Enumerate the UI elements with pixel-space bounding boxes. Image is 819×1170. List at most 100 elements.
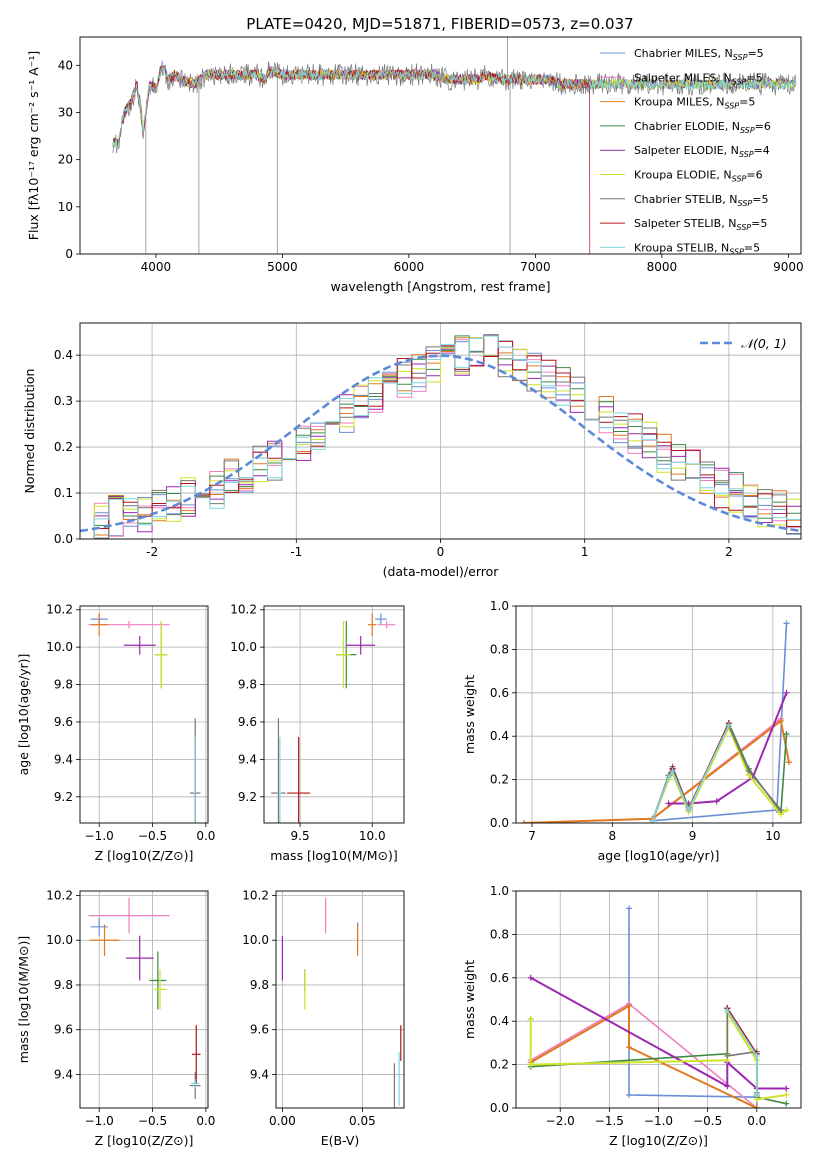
y-tick-label: 9.4 — [250, 1067, 269, 1081]
x-tick-label: 0 — [437, 545, 445, 559]
weight-marker-6 — [783, 806, 790, 813]
residual-histogram-panel: -2 -1 0 1 2 0.0 0.1 0.2 0.3 0.4 (data-model)/error… — [22, 322, 802, 579]
legend-label-1: Chabrier MILES, NSSP=5 — [634, 47, 764, 62]
y-tick-label: 0.1 — [54, 486, 73, 500]
y-tick-label: 9.2 — [238, 790, 257, 804]
x-tick-label: −0.5 — [693, 1114, 722, 1128]
legend-label-8: Salpeter STELIB, NSSP=5 — [634, 217, 767, 232]
y-tick-label: 20 — [58, 153, 73, 167]
y-tick-label: 0.2 — [490, 773, 509, 787]
y-axis-label: age [log10(age/yr)] — [16, 654, 31, 776]
y-tick-label: 9.4 — [54, 752, 73, 766]
weight-marker-5 — [713, 798, 720, 805]
axes-frame — [79, 605, 209, 824]
x-tick-label: 9.5 — [291, 829, 310, 843]
error-bars — [88, 613, 201, 823]
weight-marker-4 — [783, 1100, 790, 1107]
y-tick-label: 0.2 — [54, 440, 73, 454]
normal-distribution-curve — [80, 354, 801, 533]
histogram-series-9 — [80, 335, 801, 539]
y-axis-label: mass weight — [462, 675, 477, 754]
y-tick-label: 9.6 — [250, 1023, 269, 1037]
x-tick-label: −0.5 — [138, 1114, 167, 1128]
x-tick-label: −2.0 — [546, 1114, 575, 1128]
weight-marker-9 — [725, 722, 732, 729]
y-tick-label: 9.2 — [54, 790, 73, 804]
weight-marker-7 — [745, 767, 752, 774]
x-tick-label: 9000 — [773, 260, 804, 274]
y-tick-label: 9.6 — [54, 715, 73, 729]
weight-marker-3 — [626, 1003, 633, 1010]
weight-lines — [521, 620, 792, 823]
weight-marker-5 — [724, 1083, 731, 1090]
axes-frame — [275, 890, 405, 1109]
weight-series-6 — [651, 725, 788, 822]
weight-marker-5 — [783, 689, 790, 696]
weight-series-2 — [523, 718, 782, 823]
y-tick-label: 9.4 — [238, 752, 257, 766]
y-tick-label: 0.0 — [490, 1101, 509, 1115]
y-axis-label: Normed distribution — [22, 369, 37, 494]
weight-marker-9 — [753, 1052, 760, 1059]
weight-series-5 — [668, 692, 788, 805]
y-tick-label: 9.8 — [54, 678, 73, 692]
legend-label-2: Salpeter MILES, NSSP=5 — [634, 71, 763, 86]
mass-vs-metallicity-panel: −1.0 −0.5 0.0 9.4 9.6 9.8 10.0 10.2 Z [log10(Z/Z… — [16, 888, 215, 1148]
y-tick-label: 0.3 — [54, 394, 73, 408]
x-axis-label: E(B-V) — [321, 1133, 360, 1148]
x-tick-label: 10 — [765, 829, 780, 843]
error-bars — [271, 613, 396, 823]
weight-marker-1 — [783, 620, 790, 627]
x-axis-label: Z [log10(Z/Z⊙)] — [609, 1133, 708, 1148]
weight-marker-5 — [527, 974, 534, 981]
age-vs-mass-panel: 9.5 10.0 9.2 9.4 9.6 9.8 10.0 10.2 mass [log10(M… — [230, 603, 405, 863]
x-tick-label: 0.0 — [196, 1114, 215, 1128]
y-tick-label: 0.4 — [54, 348, 73, 362]
y-tick-label: 9.8 — [54, 978, 73, 992]
y-tick-label: 0.2 — [490, 1058, 509, 1072]
y-tick-label: 0.0 — [54, 532, 73, 546]
y-tick-label: 10.2 — [46, 603, 73, 617]
legend-label-5: Salpeter ELODIE, NSSP=4 — [634, 144, 770, 159]
weight-series-3 — [523, 719, 790, 823]
weight-marker-9 — [685, 806, 692, 813]
axes-frame — [263, 605, 405, 824]
weight-series-9 — [651, 725, 730, 822]
y-tick-label: 0.8 — [490, 642, 509, 656]
axes-frame — [79, 322, 802, 540]
spectrum-legend: Chabrier MILES, NSSP=5 Salpeter MILES, NS… — [600, 47, 771, 256]
x-tick-label: −1.0 — [644, 1114, 673, 1128]
y-tick-label: 9.8 — [250, 978, 269, 992]
residual-legend: 𝒩(0, 1) — [700, 336, 787, 351]
x-axis-label: Z [log10(Z/Z⊙)] — [95, 848, 194, 863]
y-tick-label: 1.0 — [490, 599, 509, 613]
y-tick-label: 9.8 — [238, 678, 257, 692]
weight-vs-age-panel: 7 8 9 10 0.0 0.2 0.4 0.6 0.8 1.0 age [log10(age/yr… — [462, 599, 802, 863]
y-tick-label: 10.0 — [46, 933, 73, 947]
age-vs-metallicity-panel: −1.0 −0.5 0.0 9.2 9.4 9.6 9.8 10.0 10.2 Z [log10(… — [16, 603, 215, 863]
weight-marker-9 — [753, 1091, 760, 1098]
legend-label-4: Chabrier ELODIE, NSSP=6 — [634, 120, 771, 135]
spectrum-series-3 — [112, 65, 596, 148]
x-tick-label: 0.05 — [349, 1114, 376, 1128]
figure-title: PLATE=0420, MJD=51871, FIBERID=0573, z=0… — [246, 15, 633, 33]
y-tick-label: 40 — [58, 58, 73, 72]
weight-marker-3 — [777, 718, 784, 725]
x-axis-label: (data-model)/error — [383, 564, 500, 579]
x-tick-label: 6000 — [394, 260, 425, 274]
x-tick-label: 9 — [689, 829, 697, 843]
axes-frame — [79, 890, 209, 1109]
y-tick-label: 0.4 — [490, 729, 509, 743]
spectrum-series-9 — [112, 65, 797, 152]
y-tick-label: 9.6 — [238, 715, 257, 729]
y-tick-label: 0.6 — [490, 971, 509, 985]
y-tick-label: 10 — [58, 200, 73, 214]
x-tick-label: 10.0 — [359, 829, 386, 843]
x-tick-label: 1 — [581, 545, 589, 559]
x-tick-label: 8 — [609, 829, 617, 843]
y-tick-label: 0.0 — [490, 816, 509, 830]
legend-label-3: Kroupa MILES, NSSP=5 — [634, 96, 755, 111]
x-axis-label: mass [log10(M/M⊙)] — [270, 848, 398, 863]
weight-series-3 — [530, 1004, 758, 1108]
weight-marker-3 — [521, 820, 528, 823]
